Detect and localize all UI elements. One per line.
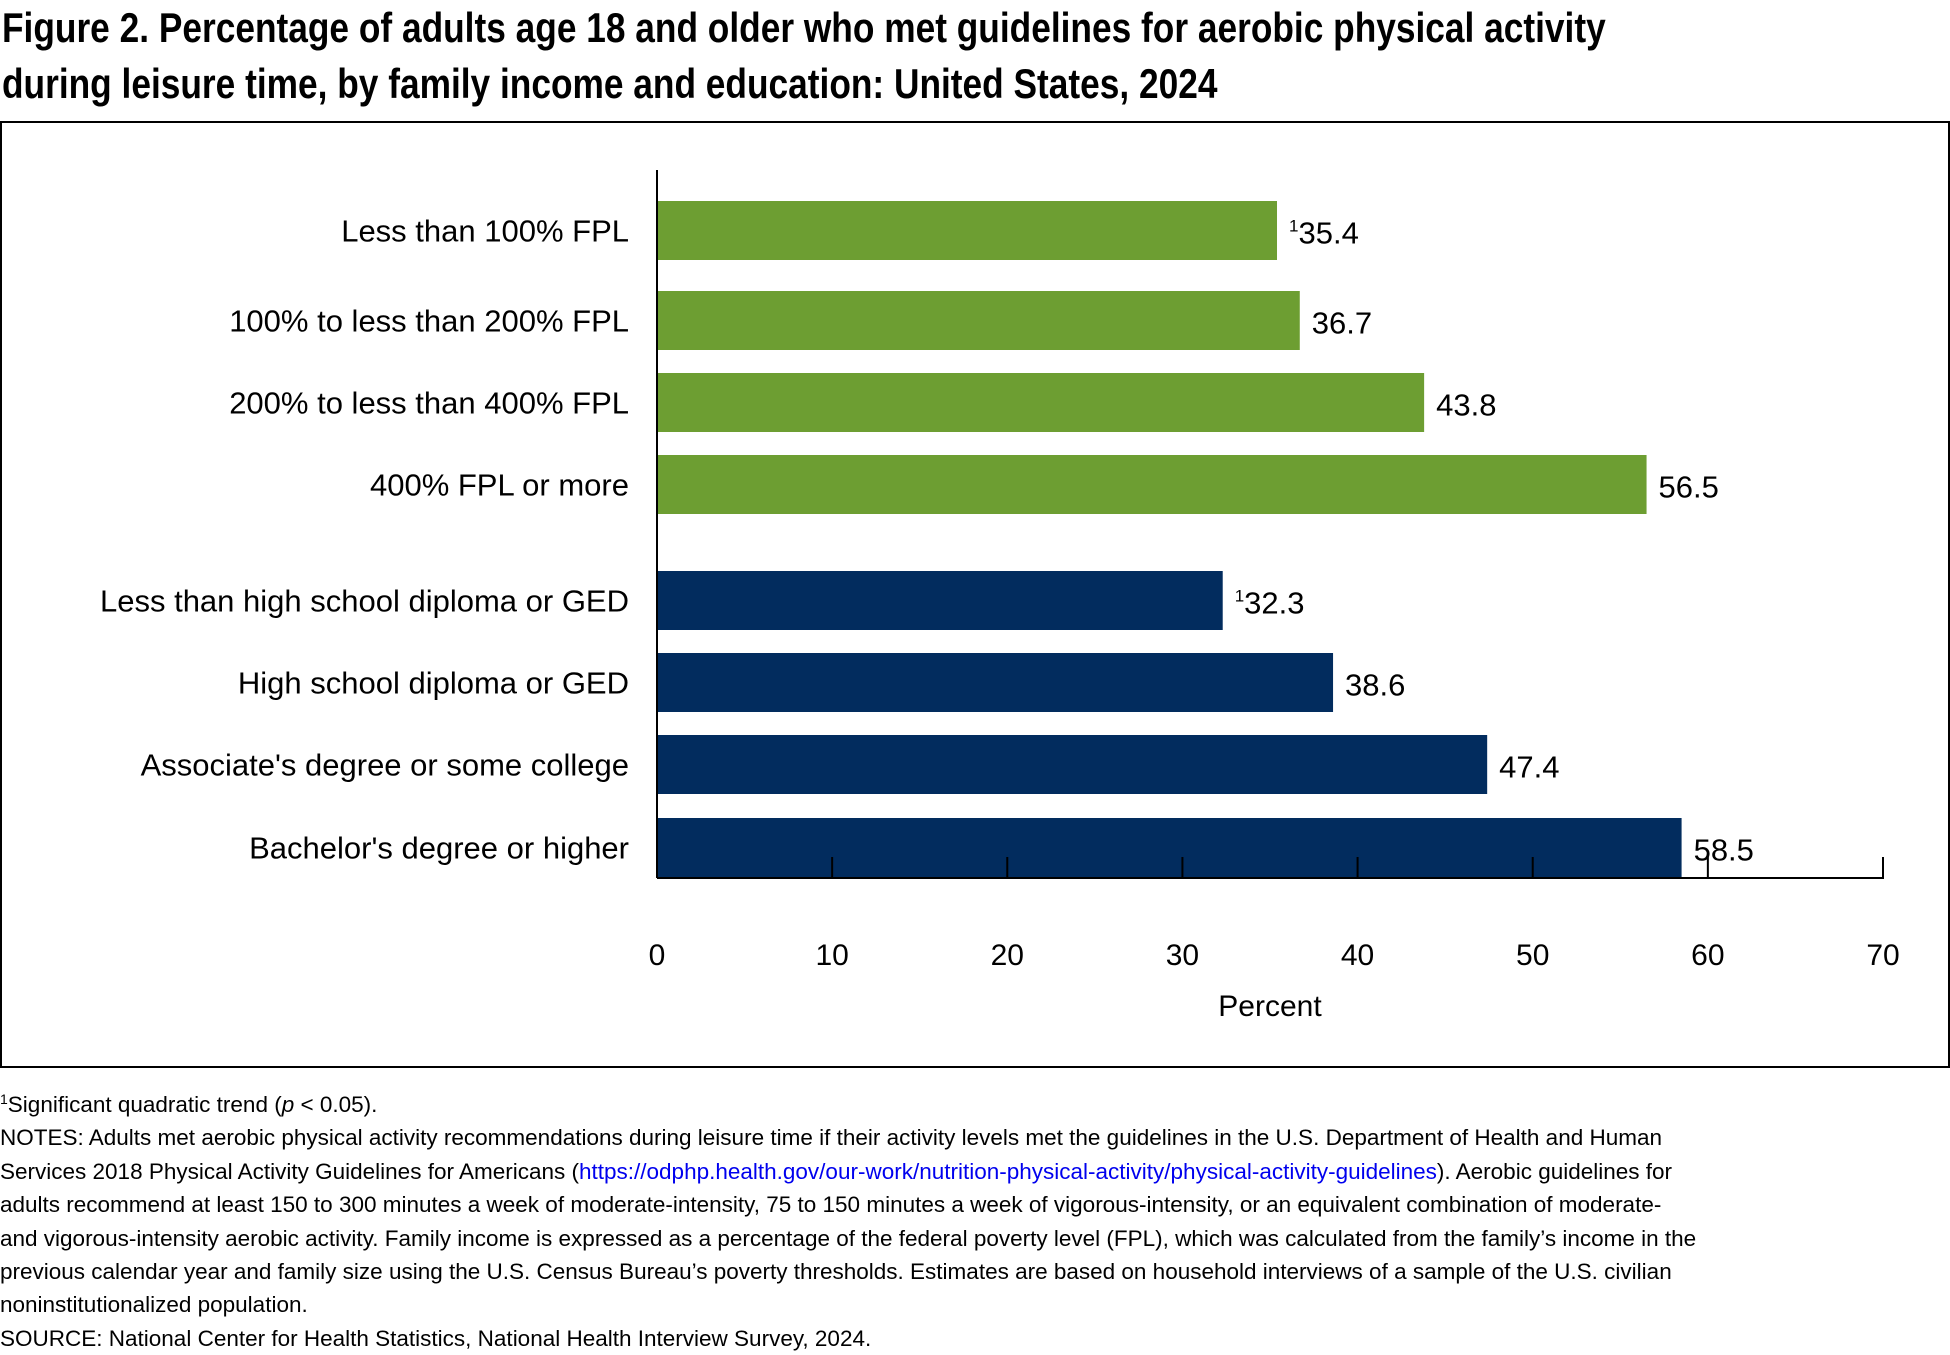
notes-line-4: and vigorous-intensity aerobic activity.…: [0, 1225, 1697, 1251]
bar: [657, 735, 1488, 794]
source: SOURCE: National Center for Health Stati…: [0, 1325, 872, 1351]
category-label: Associate's degree or some college: [141, 748, 629, 783]
value-label: 38.6: [1345, 668, 1405, 703]
x-tick-label: 60: [1691, 939, 1724, 972]
notes: 1Significant quadratic trend (p < 0.05).…: [0, 1088, 1696, 1355]
bar: [657, 818, 1682, 877]
category-label: 100% to less than 200% FPL: [229, 304, 629, 339]
chart-frame: [0, 121, 1950, 1068]
x-tick-label: 20: [991, 939, 1024, 972]
bar: [657, 653, 1334, 712]
notes-line-5: previous calendar year and family size u…: [0, 1259, 1672, 1285]
bar: [657, 201, 1278, 260]
footnote-end: < 0.05).: [294, 1092, 378, 1117]
value-label: 47.4: [1499, 750, 1559, 785]
title-line-1: Figure 2. Percentage of adults age 18 an…: [2, 4, 1606, 51]
value-label: 56.5: [1659, 470, 1719, 505]
notes-line-2: Services 2018 Physical Activity Guidelin…: [0, 1155, 1696, 1188]
footnote: 1Significant quadratic trend (p < 0.05).: [0, 1088, 1696, 1121]
category-label: Bachelor's degree or higher: [249, 831, 629, 866]
bar: [657, 455, 1647, 514]
x-axis-title: Percent: [1218, 990, 1322, 1023]
footnote-text: Significant quadratic trend (: [7, 1092, 282, 1117]
category-label: 400% FPL or more: [370, 468, 629, 503]
notes-line-1: NOTES: Adults met aerobic physical activ…: [0, 1125, 1663, 1151]
x-tick-label: 50: [1516, 939, 1549, 972]
category-label: High school diploma or GED: [238, 666, 629, 701]
notes-line-6: noninstitutionalized population.: [0, 1292, 308, 1318]
footnote-mark: 1: [0, 1091, 8, 1107]
bar: [657, 373, 1425, 432]
bar-chart: Less than 100% FPL 135.4 100% to less than…: [100, 170, 1900, 1023]
notes-line-2b: ). Aerobic guidelines for: [1436, 1158, 1673, 1184]
bar: [657, 291, 1300, 350]
guidelines-link[interactable]: https://odphp.health.gov/our-work/nutrit…: [579, 1158, 1437, 1184]
value-label: 135.4: [1289, 216, 1359, 251]
footnote-p: p: [281, 1092, 295, 1117]
x-tick-label: 40: [1341, 939, 1374, 972]
figure-title: Figure 2. Percentage of adults age 18 an…: [2, 0, 1606, 112]
value-label: 43.8: [1436, 388, 1496, 423]
notes-line-3: adults recommend at least 150 to 300 min…: [0, 1192, 1662, 1218]
x-tick-label: 0: [649, 939, 666, 972]
x-tick-label: 10: [815, 939, 848, 972]
value-label: 36.7: [1312, 306, 1372, 341]
x-tick-label: 70: [1866, 939, 1899, 972]
value-label: 132.3: [1235, 586, 1305, 621]
notes-line-2a: Services 2018 Physical Activity Guidelin…: [0, 1158, 579, 1184]
bar: [657, 571, 1223, 630]
value-label: 58.5: [1694, 833, 1754, 868]
title-line-2: during leisure time, by family income an…: [2, 60, 1218, 107]
category-label: Less than 100% FPL: [341, 214, 629, 249]
category-label: 200% to less than 400% FPL: [229, 386, 629, 421]
category-label: Less than high school diploma or GED: [100, 584, 629, 619]
x-tick-label: 30: [1166, 939, 1199, 972]
